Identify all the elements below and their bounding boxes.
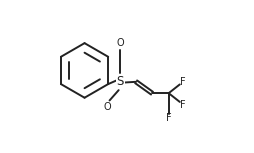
Text: O: O bbox=[103, 102, 111, 112]
Text: S: S bbox=[117, 75, 124, 88]
Text: O: O bbox=[116, 38, 124, 48]
Text: F: F bbox=[180, 100, 186, 110]
Text: F: F bbox=[180, 77, 186, 87]
Text: F: F bbox=[166, 113, 171, 123]
